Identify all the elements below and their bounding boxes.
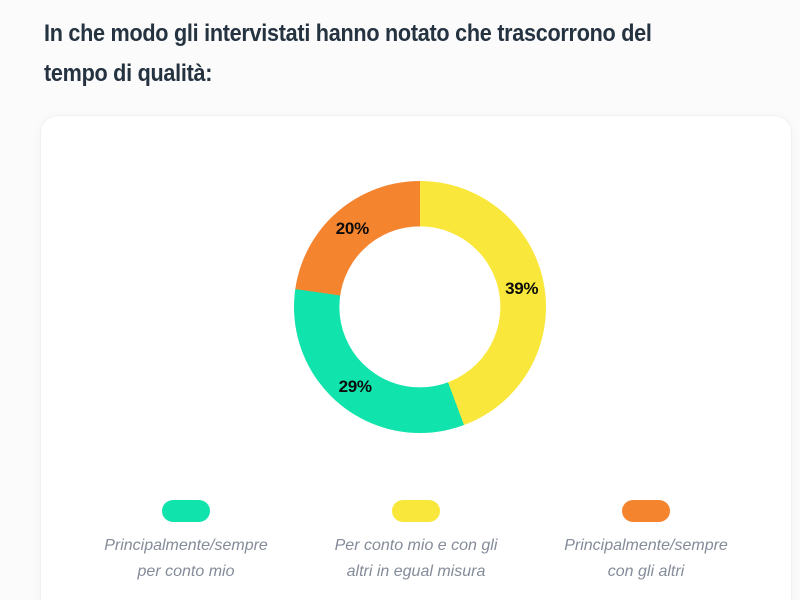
donut-hole bbox=[339, 226, 501, 388]
legend-item-principalmente-sempre-per-conto-mio: Principalmente/sempre per conto mio bbox=[71, 500, 301, 585]
legend-swatch-teal bbox=[162, 500, 210, 522]
page-title: In che modo gli intervistati hanno notat… bbox=[44, 20, 652, 87]
legend-swatch-yellow bbox=[392, 500, 440, 522]
legend-label: Principalmente/sempre con gli altri bbox=[564, 537, 728, 580]
slice-label-principalmente-sempre-per-conto-mio: 29% bbox=[338, 377, 372, 397]
legend-item-per-conto-mio-e-con-gli-altri: Per conto mio e con gli altri in egual m… bbox=[301, 500, 531, 585]
legend-item-principalmente-sempre-con-gli-altri: Principalmente/sempre con gli altri bbox=[531, 500, 761, 585]
chart-legend: Principalmente/sempre per conto mio Per … bbox=[71, 500, 761, 585]
legend-label: Principalmente/sempre per conto mio bbox=[104, 537, 268, 580]
legend-label: Per conto mio e con gli altri in egual m… bbox=[334, 537, 498, 580]
legend-swatch-orange bbox=[622, 500, 670, 522]
chart-card: 39% 29% 20% Principalmente/sempre per cont… bbox=[40, 115, 792, 600]
slice-label-per-conto-mio-e-con-gli-altri: 39% bbox=[505, 278, 539, 298]
donut-chart: 39% 29% 20% bbox=[294, 181, 546, 433]
slice-label-principalmente-sempre-con-gli-altri: 20% bbox=[335, 218, 369, 238]
